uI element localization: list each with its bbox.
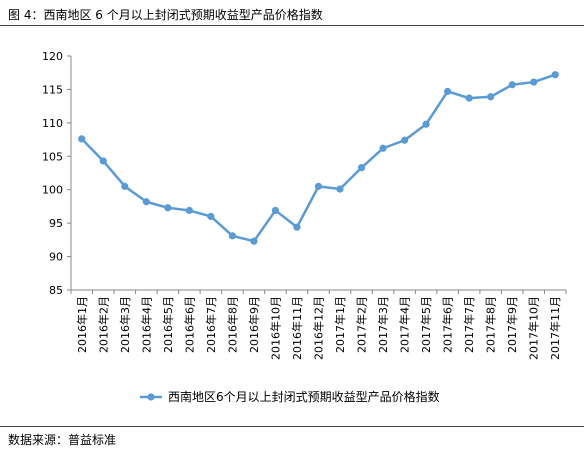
x-tick-label: 2017年1月 xyxy=(333,296,347,353)
x-tick-label: 2016年3月 xyxy=(118,296,132,353)
legend: 西南地区6个月以上封闭式预期收益型产品价格指数 xyxy=(140,389,440,404)
y-axis: 85 90 95 100 105 110 115 120 xyxy=(42,50,72,297)
x-tick-label: 2016年7月 xyxy=(204,296,218,353)
x-tick-label: 2016年10月 xyxy=(268,296,282,360)
top-rule xyxy=(0,25,584,26)
x-tick-label: 2017年10月 xyxy=(527,296,541,360)
x-tick-label: 2016年6月 xyxy=(182,296,196,353)
data-point xyxy=(121,182,129,190)
x-tick-label: 2016年8月 xyxy=(225,296,239,353)
data-point xyxy=(207,212,215,221)
y-tick-label: 105 xyxy=(42,150,63,163)
y-tick-label: 85 xyxy=(49,284,63,297)
data-point xyxy=(487,93,495,101)
data-point xyxy=(293,223,301,231)
data-point xyxy=(551,71,559,79)
series-line xyxy=(80,73,556,243)
data-source: 数据来源：普益标准 xyxy=(8,433,117,447)
data-point xyxy=(185,206,193,215)
x-tick-label: 2016年9月 xyxy=(247,296,261,353)
data-point xyxy=(444,87,452,96)
data-point xyxy=(78,135,86,143)
y-tick-label: 110 xyxy=(42,117,63,130)
x-tick-label: 2017年8月 xyxy=(484,296,498,353)
y-tick-label: 115 xyxy=(42,83,63,96)
data-point xyxy=(336,185,344,193)
x-tick-label: 2017年4月 xyxy=(398,296,412,353)
x-tick-label: 2016年5月 xyxy=(161,296,175,353)
x-tick-label: 2016年11月 xyxy=(290,296,304,360)
bottom-rule xyxy=(0,426,584,427)
legend-label: 西南地区6个月以上封闭式预期收益型产品价格指数 xyxy=(168,389,440,404)
data-point xyxy=(530,78,538,86)
data-point xyxy=(228,232,237,240)
y-tick-label: 95 xyxy=(49,217,63,230)
x-tick-label: 2016年4月 xyxy=(139,296,153,353)
data-point xyxy=(99,157,107,165)
data-point xyxy=(271,206,280,215)
x-tick-label: 2017年6月 xyxy=(441,296,455,353)
x-tick-label: 2016年1月 xyxy=(75,296,89,353)
figure-title: 图 4：西南地区 6 个月以上封闭式预期收益型产品价格指数 xyxy=(8,8,323,22)
data-point xyxy=(508,81,516,89)
x-axis: 2016年1月 2016年2月 2016年3月 2016年4月 2016年5月 2016年… xyxy=(70,289,567,360)
data-point xyxy=(422,120,430,128)
data-point xyxy=(379,144,387,152)
data-point xyxy=(164,204,172,212)
x-tick-label: 2017年7月 xyxy=(462,296,476,353)
data-point xyxy=(465,94,473,102)
x-tick-label: 2016年12月 xyxy=(312,296,326,360)
x-tick-label: 2017年11月 xyxy=(548,296,562,360)
plot-area xyxy=(78,71,559,245)
legend-marker xyxy=(147,393,155,401)
x-tick-label: 2017年2月 xyxy=(355,296,369,353)
y-tick-label: 120 xyxy=(42,50,63,63)
data-point xyxy=(314,182,323,190)
x-tick-label: 2017年9月 xyxy=(505,296,519,353)
data-point xyxy=(142,198,150,206)
x-tick-label: 2016年2月 xyxy=(96,296,110,353)
x-tick-label: 2017年3月 xyxy=(376,296,390,353)
data-point xyxy=(400,136,409,144)
data-point xyxy=(357,164,366,172)
x-tick-label: 2017年5月 xyxy=(419,296,433,353)
y-tick-label: 90 xyxy=(49,251,63,264)
data-point xyxy=(250,237,258,245)
y-tick-label: 100 xyxy=(42,184,63,197)
